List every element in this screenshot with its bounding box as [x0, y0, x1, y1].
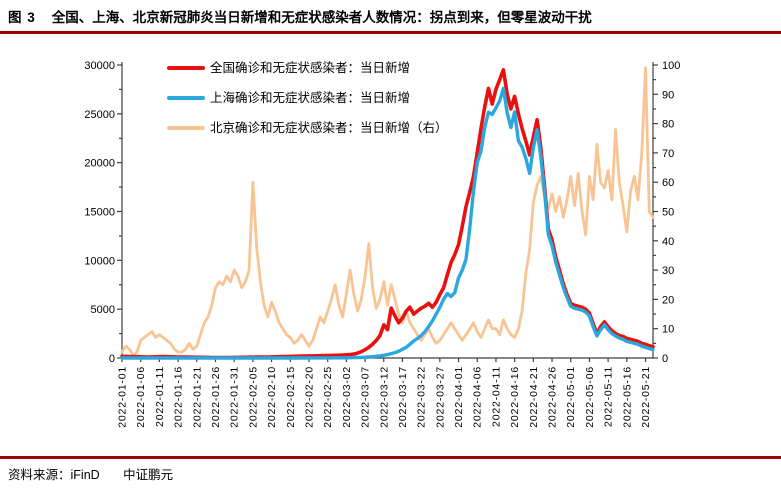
x-tick-label: 2022-01-31	[229, 366, 241, 428]
x-tick-label: 2022-05-16	[621, 366, 633, 428]
x-tick-label: 2022-02-15	[285, 366, 297, 428]
y-axis-left-labels: 0 5000 10000 15000 20000 25000 30000	[84, 60, 115, 365]
y-left-tick-label: 25000	[84, 109, 115, 121]
y-right-tick-label: 90	[662, 89, 674, 101]
x-tick-label: 2022-03-07	[360, 366, 372, 428]
y-right-tick-label: 100	[662, 60, 680, 72]
x-tick-label: 2022-01-16	[173, 366, 185, 428]
series-beijing	[120, 66, 655, 357]
series-shanghai	[120, 86, 655, 360]
legend-swatch-beijing	[167, 126, 205, 130]
x-tick-label: 2022-01-11	[154, 366, 166, 427]
legend-label-national: 全国确诊和无症状感染者：当日新增	[210, 60, 411, 75]
x-axis-labels: 2022-01-01 2022-01-06 2022-01-11 2022-01-16…	[117, 366, 653, 428]
x-tick-label: 2022-02-10	[266, 366, 278, 428]
x-tick-label: 2022-03-27	[434, 366, 446, 428]
x-tick-label: 2022-03-02	[341, 366, 353, 428]
y-right-tick-label: 20	[662, 294, 674, 306]
x-tick-label: 2022-04-01	[453, 366, 465, 428]
x-tick-label: 2022-05-06	[584, 366, 596, 428]
source-line: 资料来源：iFinD 中证鹏元	[8, 464, 173, 483]
y-left-tick-label: 15000	[84, 207, 115, 219]
y-left-tick-label: 20000	[84, 158, 115, 170]
x-tick-label: 2022-05-01	[565, 366, 577, 428]
legend-item-shanghai: 上海确诊和无症状感染者：当日新增	[167, 83, 448, 113]
y-left-tick-label: 0	[109, 353, 115, 365]
chart-canvas: 0 5000 10000 15000 20000 25000 30000 0 10 20 30 40 5…	[84, 60, 680, 428]
legend-label-shanghai: 上海确诊和无症状感染者：当日新增	[210, 90, 411, 105]
x-tick-label: 2022-01-01	[117, 366, 129, 428]
x-tick-label: 2022-04-06	[472, 366, 484, 428]
top-accent-rule	[0, 31, 781, 34]
figure-header: 图 3 全国、上海、北京新冠肺炎当日新增和无症状感染者人数情况：拐点到来，但零星…	[8, 6, 592, 26]
legend-swatch-shanghai	[167, 96, 205, 100]
y-right-tick-label: 50	[662, 207, 674, 219]
y-left-tick-label: 30000	[84, 60, 115, 72]
x-tick-label: 2022-04-11	[490, 366, 502, 427]
x-tick-label: 2022-04-26	[547, 366, 559, 428]
y-right-tick-label: 0	[662, 353, 668, 365]
x-tick-label: 2022-01-21	[191, 366, 203, 428]
y-left-tick-label: 10000	[84, 255, 115, 267]
source-org: 中证鹏元	[123, 468, 174, 482]
legend-swatch-national	[167, 66, 205, 70]
source-label: 资料来源：iFinD	[8, 468, 100, 482]
x-tick-label: 2022-02-05	[247, 366, 259, 428]
x-tick-label: 2022-01-26	[210, 366, 222, 428]
y-right-tick-label: 40	[662, 236, 674, 248]
legend-label-beijing: 北京确诊和无症状感染者：当日新增（右）	[210, 120, 448, 135]
figure-title: 全国、上海、北京新冠肺炎当日新增和无症状感染者人数情况：拐点到来，但零星波动干扰	[51, 10, 592, 25]
chart-legend: 全国确诊和无症状感染者：当日新增 上海确诊和无症状感染者：当日新增 北京确诊和无…	[167, 53, 448, 143]
x-tick-label: 2022-04-16	[509, 366, 521, 428]
legend-item-national: 全国确诊和无症状感染者：当日新增	[167, 53, 448, 83]
x-tick-label: 2022-03-17	[397, 366, 409, 428]
x-tick-label: 2022-02-25	[322, 366, 334, 428]
x-tick-label: 2022-03-12	[378, 366, 390, 428]
x-tick-label: 2022-05-21	[640, 366, 652, 428]
x-tick-label: 2022-02-20	[303, 366, 315, 428]
x-tick-label: 2022-03-22	[416, 366, 428, 428]
figure-number: 图 3	[8, 10, 36, 25]
y-right-tick-label: 80	[662, 119, 674, 131]
bottom-accent-rule	[0, 456, 781, 459]
x-tick-label: 2022-05-11	[603, 366, 615, 427]
y-left-tick-label: 5000	[91, 304, 115, 316]
line-chart: 0 5000 10000 15000 20000 25000 30000 0 10 20 30 40 5…	[0, 36, 781, 456]
y-right-tick-label: 30	[662, 265, 674, 277]
legend-item-beijing: 北京确诊和无症状感染者：当日新增（右）	[167, 113, 448, 143]
y-axis-right-labels: 0 10 20 30 40 50 60 70 80 90 100	[662, 60, 680, 365]
y-right-tick-label: 10	[662, 324, 674, 336]
x-tick-label: 2022-01-06	[135, 366, 147, 428]
y-right-tick-label: 60	[662, 177, 674, 189]
y-right-tick-label: 70	[662, 148, 674, 160]
x-tick-label: 2022-04-21	[528, 366, 540, 428]
